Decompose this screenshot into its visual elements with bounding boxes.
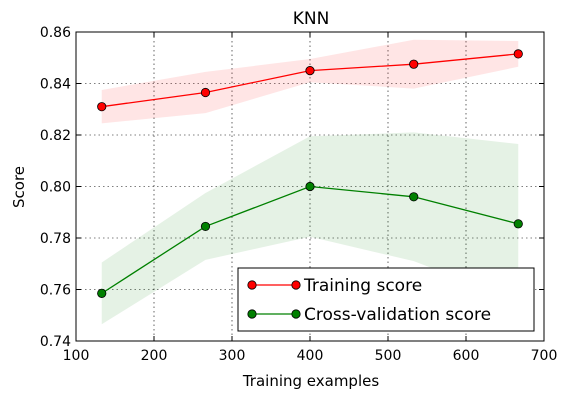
x-tick-label-400: 400 bbox=[297, 348, 324, 364]
series-1-point-4 bbox=[513, 219, 523, 229]
series-0-point-2 bbox=[305, 66, 315, 76]
y-tick-label-0.82: 0.82 bbox=[40, 128, 71, 144]
plot-area: 100 200 300 400 500 600 700 0.74 0.76 0.78 0.80 0.8… bbox=[40, 25, 558, 364]
y-axis-label: Score bbox=[10, 166, 28, 208]
legend-label-0: Training score bbox=[303, 276, 422, 296]
legend: Training score Cross-validation score bbox=[237, 267, 535, 332]
x-tick-label-700: 700 bbox=[531, 348, 558, 364]
y-tick-label-0.78: 0.78 bbox=[40, 231, 71, 247]
y-tick-label-0.76: 0.76 bbox=[40, 283, 71, 299]
x-tick-label-500: 500 bbox=[375, 348, 402, 364]
series-1-point-2 bbox=[305, 181, 315, 192]
series-0-point-1 bbox=[200, 87, 211, 98]
legend-marker-left-1 bbox=[247, 309, 257, 319]
legend-box bbox=[237, 267, 535, 332]
y-tick-label-0.86: 0.86 bbox=[40, 25, 71, 41]
x-tick-label-600: 600 bbox=[453, 348, 480, 364]
x-tick-label-100: 100 bbox=[63, 348, 90, 364]
series-1-point-0 bbox=[97, 288, 107, 298]
x-axis-label: Training examples bbox=[242, 372, 380, 390]
chart-title: KNN bbox=[293, 9, 330, 29]
legend-marker-left-0 bbox=[247, 280, 257, 290]
y-tick-label-0.8: 0.80 bbox=[40, 180, 71, 196]
series-1-point-1 bbox=[200, 221, 211, 232]
x-tick-label-200: 200 bbox=[141, 348, 168, 364]
series-0-point-4 bbox=[513, 49, 523, 59]
legend-marker-right-1 bbox=[291, 309, 301, 319]
y-tick-label-0.84: 0.84 bbox=[40, 77, 71, 93]
series-1-confidence-band bbox=[101, 132, 519, 325]
series-1-point-3 bbox=[409, 192, 419, 202]
series-0-point-0 bbox=[97, 102, 107, 112]
legend-label-1: Cross-validation score bbox=[304, 305, 491, 325]
legend-marker-right-0 bbox=[291, 280, 301, 290]
x-tick-label-300: 300 bbox=[219, 348, 246, 364]
series-0-point-3 bbox=[409, 59, 419, 69]
y-tick-label-0.74: 0.74 bbox=[40, 334, 71, 350]
